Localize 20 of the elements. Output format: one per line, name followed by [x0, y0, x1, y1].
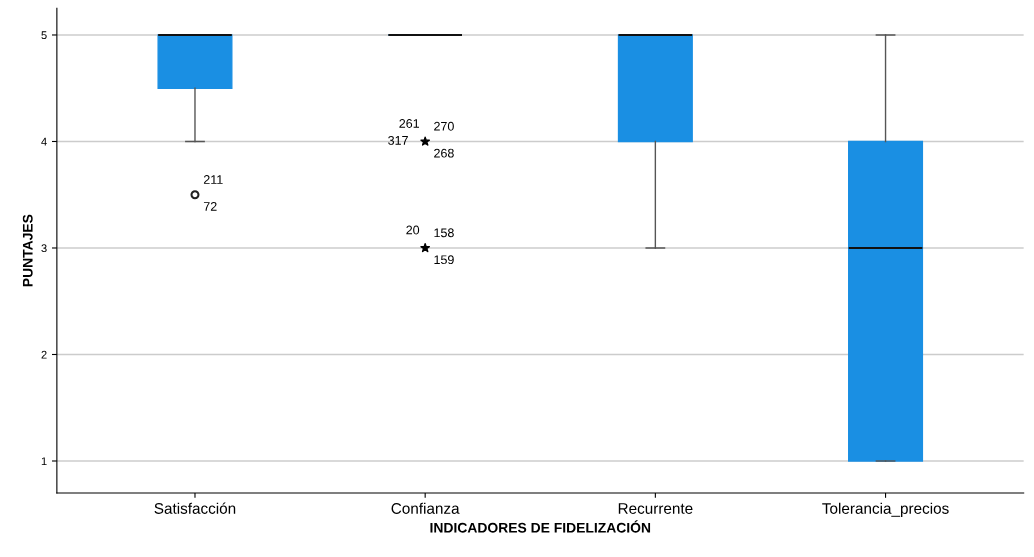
- annotation: 72: [203, 202, 217, 211]
- y-tick-label: 2: [41, 350, 47, 359]
- annotation: 20: [406, 225, 420, 235]
- x-tick-label: Confianza: [391, 502, 460, 514]
- x-tick-label: Tolerancia_precios: [822, 502, 949, 517]
- annotation: 159: [434, 255, 454, 265]
- y-tick-label: 3: [41, 244, 47, 253]
- annotation: 317: [388, 135, 408, 145]
- y-axis-title: PUNTAJES: [22, 214, 33, 287]
- x-tick-label: Recurrente: [618, 503, 693, 514]
- annotation: 261: [399, 119, 420, 128]
- annotation: 211: [203, 175, 223, 184]
- y-tick-label: 5: [41, 31, 47, 40]
- annotation: 268: [434, 148, 454, 158]
- y-tick-label: 4: [41, 137, 47, 146]
- x-axis-title: INDICADORES DE FIDELIZACIÓN: [430, 520, 651, 533]
- y-tick-label: 1: [41, 457, 47, 466]
- x-tick-label: Satisfacción: [154, 502, 236, 514]
- annotation: 158: [434, 228, 454, 238]
- annotation: 270: [434, 121, 454, 131]
